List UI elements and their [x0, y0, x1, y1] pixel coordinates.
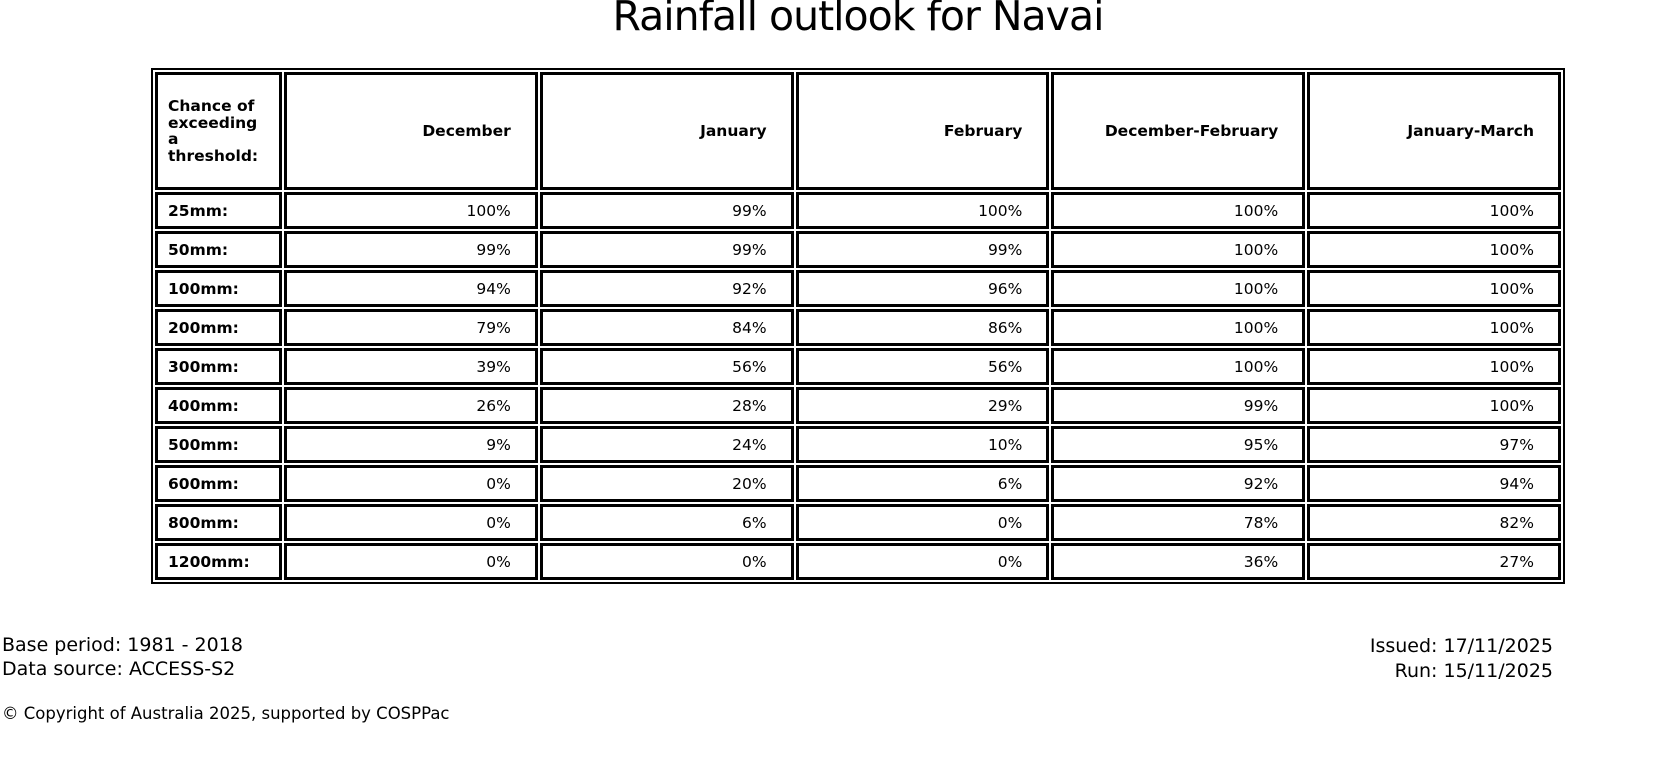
table-row-25mm: 25mm: 100% 99% 100% 100% 100% [155, 192, 1561, 229]
cell-value: 0% [284, 465, 538, 502]
cell-value: 0% [539, 543, 794, 580]
cell-value: 100% [1307, 192, 1561, 229]
cell-value: 27% [1307, 543, 1561, 580]
row-label: 200mm: [155, 309, 282, 346]
cell-value: 100% [1307, 270, 1561, 307]
cell-value: 36% [1051, 543, 1306, 580]
issued-date-text: Issued: 17/11/2025 [1369, 635, 1553, 657]
cell-value: 6% [539, 504, 794, 541]
cell-value: 28% [539, 387, 794, 424]
table-header-row: Chance of exceeding a threshold: Decembe… [155, 72, 1561, 190]
table-row-600mm: 600mm: 0% 20% 6% 92% 94% [155, 465, 1561, 502]
cell-value: 99% [284, 231, 538, 268]
cell-value: 82% [1307, 504, 1561, 541]
cell-value: 24% [539, 426, 794, 463]
cell-value: 100% [1051, 192, 1306, 229]
table-row-300mm: 300mm: 39% 56% 56% 100% 100% [155, 348, 1561, 385]
cell-value: 100% [1051, 309, 1306, 346]
row-label: 400mm: [155, 387, 282, 424]
cell-value: 100% [1307, 348, 1561, 385]
cell-value: 86% [795, 309, 1050, 346]
cell-value: 0% [795, 543, 1050, 580]
cell-value: 99% [539, 192, 794, 229]
cell-value: 100% [1307, 309, 1561, 346]
cell-value: 100% [1051, 270, 1306, 307]
run-date-text: Run: 15/11/2025 [1394, 659, 1553, 682]
cell-value: 6% [795, 465, 1050, 502]
row-label: 500mm: [155, 426, 282, 463]
table-row-200mm: 200mm: 79% 84% 86% 100% 100% [155, 309, 1561, 346]
table-row-500mm: 500mm: 9% 24% 10% 95% 97% [155, 426, 1561, 463]
cell-value: 9% [284, 426, 538, 463]
cell-value: 20% [539, 465, 794, 502]
data-source-text: Data source: ACCESS-S2 [2, 657, 236, 680]
copyright-text: © Copyright of Australia 2025, supported… [2, 704, 450, 723]
base-period-text: Base period: 1981 - 2018 [2, 634, 243, 656]
column-header-january-march: January-March [1307, 72, 1561, 190]
cell-value: 99% [1051, 387, 1306, 424]
row-label: 800mm: [155, 504, 282, 541]
cell-value: 92% [539, 270, 794, 307]
cell-value: 39% [284, 348, 538, 385]
column-header-december-february: December-February [1051, 72, 1306, 190]
cell-value: 95% [1051, 426, 1306, 463]
cell-value: 79% [284, 309, 538, 346]
row-label: 1200mm: [155, 543, 282, 580]
table-row-50mm: 50mm: 99% 99% 99% 100% 100% [155, 231, 1561, 268]
table-row-100mm: 100mm: 94% 92% 96% 100% 100% [155, 270, 1561, 307]
cell-value: 100% [1051, 231, 1306, 268]
footer-right: Issued: 17/11/2025 Run: 15/11/2025 [1370, 634, 1553, 683]
table-row-800mm: 800mm: 0% 6% 0% 78% 82% [155, 504, 1561, 541]
cell-value: 97% [1307, 426, 1561, 463]
cell-value: 92% [1051, 465, 1306, 502]
cell-value: 26% [284, 387, 538, 424]
cell-value: 56% [539, 348, 794, 385]
cell-value: 0% [795, 504, 1050, 541]
cell-value: 96% [795, 270, 1050, 307]
cell-value: 100% [1307, 231, 1561, 268]
cell-value: 84% [539, 309, 794, 346]
table-row-400mm: 400mm: 26% 28% 29% 99% 100% [155, 387, 1561, 424]
corner-header: Chance of exceeding a threshold: [155, 72, 282, 190]
row-label: 100mm: [155, 270, 282, 307]
page-title: Rainfall outlook for Navai [612, 0, 1105, 40]
column-header-january: January [539, 72, 794, 190]
row-label: 25mm: [155, 192, 282, 229]
row-label: 600mm: [155, 465, 282, 502]
cell-value: 99% [539, 231, 794, 268]
cell-value: 29% [795, 387, 1050, 424]
cell-value: 78% [1051, 504, 1306, 541]
cell-value: 0% [284, 543, 538, 580]
footer-left: Base period: 1981 - 2018 Data source: AC… [2, 634, 243, 681]
cell-value: 99% [795, 231, 1050, 268]
table-row-1200mm: 1200mm: 0% 0% 0% 36% 27% [155, 543, 1561, 580]
cell-value: 100% [1307, 387, 1561, 424]
rainfall-outlook-table: Chance of exceeding a threshold: Decembe… [151, 68, 1565, 584]
column-header-december: December [284, 72, 538, 190]
cell-value: 100% [284, 192, 538, 229]
cell-value: 100% [795, 192, 1050, 229]
row-label: 300mm: [155, 348, 282, 385]
cell-value: 94% [1307, 465, 1561, 502]
row-label: 50mm: [155, 231, 282, 268]
cell-value: 0% [284, 504, 538, 541]
cell-value: 94% [284, 270, 538, 307]
cell-value: 56% [795, 348, 1050, 385]
cell-value: 10% [795, 426, 1050, 463]
cell-value: 100% [1051, 348, 1306, 385]
column-header-february: February [795, 72, 1050, 190]
